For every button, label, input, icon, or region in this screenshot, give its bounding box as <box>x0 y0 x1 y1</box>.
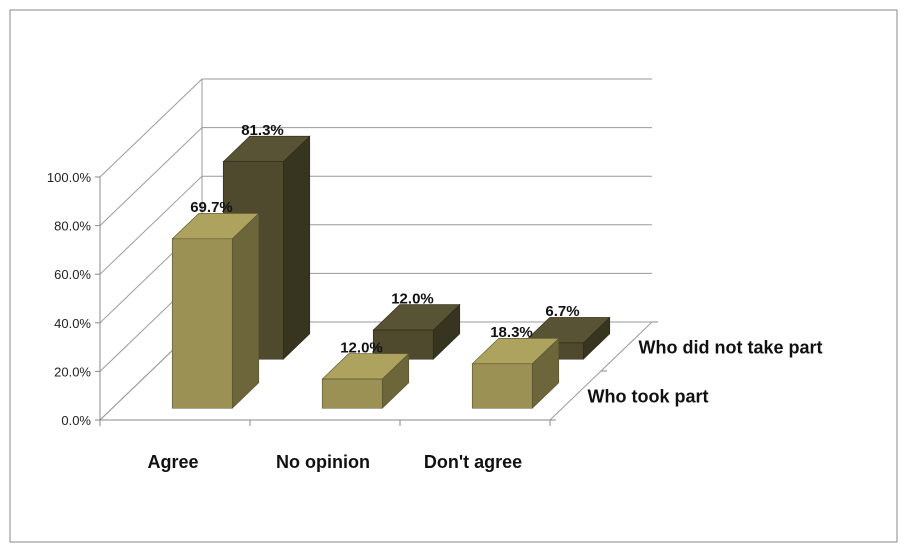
category-labels: Agree No opinion Don't agree <box>147 452 522 472</box>
bar-front <box>321 378 383 409</box>
bar-side <box>282 135 311 360</box>
category-label: Don't agree <box>424 452 522 472</box>
bar-side <box>231 212 260 409</box>
axes <box>95 176 658 426</box>
y-tick-label: 80.0% <box>54 219 91 234</box>
y-tick-label: 60.0% <box>54 267 91 282</box>
data-label: 12.0% <box>391 290 434 307</box>
chart-border <box>9 9 898 543</box>
bar-who-took-part-1 <box>321 352 410 409</box>
series-labels: Who took part Who did not take part <box>588 338 823 407</box>
data-label: 18.3% <box>490 324 533 341</box>
series-label: Who did not take part <box>639 338 823 358</box>
bar-who-took-part-0 <box>171 212 260 409</box>
y-tick-label: 40.0% <box>54 316 91 331</box>
bar-front <box>372 329 434 360</box>
series-label: Who took part <box>588 387 709 407</box>
y-tick-label: 20.0% <box>54 364 91 379</box>
bar-who-took-part-2 <box>471 337 560 409</box>
bar-who-did-not-take-part-1 <box>372 303 461 360</box>
data-label: 6.7% <box>545 303 579 320</box>
bar-front <box>171 238 233 409</box>
bars <box>171 135 611 409</box>
category-label: No opinion <box>276 452 370 472</box>
data-label: 69.7% <box>190 199 233 216</box>
bar-front <box>471 363 533 409</box>
data-label: 81.3% <box>241 122 284 139</box>
gridlines <box>99 78 652 421</box>
data-labels: 81.3% 12.0% 6.7% 69.7% 12.0% 18.3% <box>190 122 579 356</box>
category-label: Agree <box>147 452 198 472</box>
data-label: 12.0% <box>340 339 383 356</box>
y-tick-label: 0.0% <box>61 413 91 428</box>
y-axis-ticks: 0.0% 20.0% 40.0% 60.0% 80.0% 100.0% <box>47 170 92 428</box>
y-tick-label: 100.0% <box>47 170 92 185</box>
